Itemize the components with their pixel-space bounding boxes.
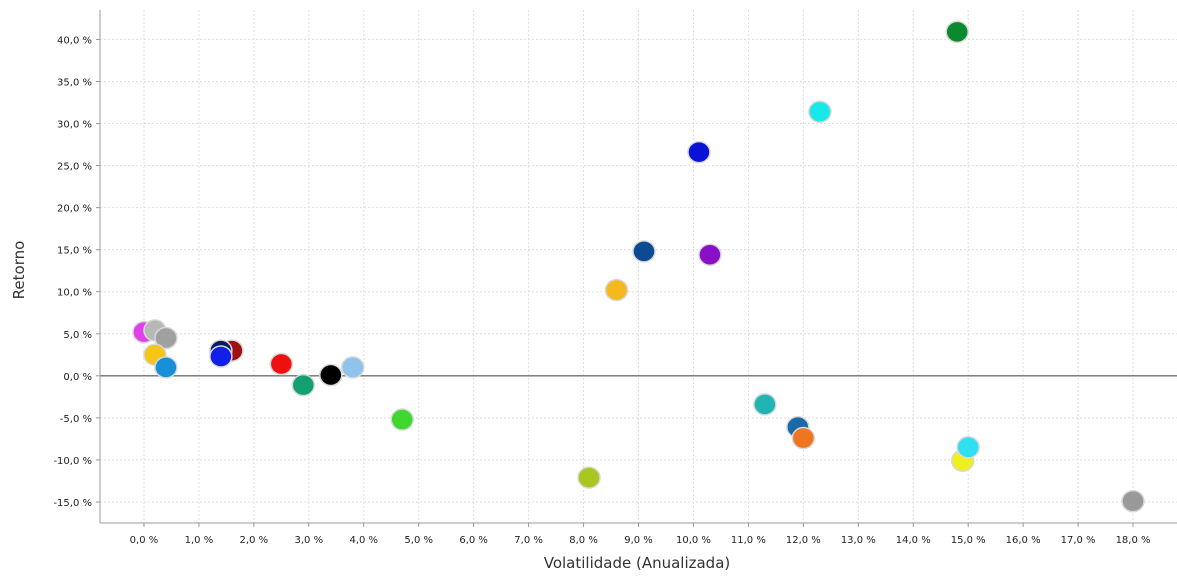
x-axis-title: Volatilidade (Anualizada): [544, 554, 731, 572]
y-tick-label: -15,0 %: [53, 498, 92, 509]
x-tick-label: 11,0 %: [731, 535, 766, 546]
y-tick-label: 15,0 %: [57, 246, 92, 257]
scatter-point[interactable]: [209, 345, 233, 368]
y-tick-label: 20,0 %: [57, 204, 92, 215]
y-tick-label: -5,0 %: [60, 414, 92, 425]
x-tick-label: 12,0 %: [786, 535, 821, 546]
scatter-point[interactable]: [698, 243, 722, 266]
x-tick-label: 2,0 %: [240, 535, 269, 546]
scatter-point[interactable]: [341, 356, 365, 379]
x-tick-label: 13,0 %: [841, 535, 876, 546]
scatter-point[interactable]: [956, 436, 980, 459]
scatter-point[interactable]: [1121, 489, 1145, 513]
scatter-point[interactable]: [154, 326, 178, 350]
scatter-point[interactable]: [291, 373, 316, 397]
x-tick-label: 4,0 %: [349, 535, 378, 546]
scatter-point[interactable]: [632, 240, 656, 263]
scatter-point[interactable]: [269, 352, 294, 376]
y-tick-label: 25,0 %: [57, 162, 92, 173]
x-tick-label: 17,0 %: [1061, 535, 1096, 546]
x-tick-label: 15,0 %: [951, 535, 986, 546]
x-axis-ticks: 0,0 % 1,0 % 2,0 % 3,0 % 4,0 % 5,0 % 6,0 % 7,0 %…: [130, 523, 1151, 546]
x-tick-label: 9,0 %: [624, 535, 653, 546]
x-tick-label: 5,0 %: [404, 535, 433, 546]
x-tick-label: 7,0 %: [514, 535, 543, 546]
scatter-point[interactable]: [791, 426, 816, 450]
x-tick-label: 0,0 %: [130, 535, 159, 546]
x-tick-label: 1,0 %: [185, 535, 214, 546]
scatter-point[interactable]: [154, 356, 178, 379]
scatter-point[interactable]: [604, 278, 629, 302]
grid-lines: [100, 10, 1177, 523]
scatter-point[interactable]: [808, 100, 832, 124]
scatter-point[interactable]: [390, 408, 414, 431]
x-tick-label: 6,0 %: [459, 535, 488, 546]
x-tick-label: 8,0 %: [569, 535, 598, 546]
scatter-point[interactable]: [577, 466, 601, 489]
y-tick-label: 10,0 %: [57, 288, 92, 299]
x-tick-label: 16,0 %: [1006, 535, 1041, 546]
scatter-point[interactable]: [753, 393, 777, 416]
y-tick-label: -10,0 %: [53, 456, 92, 467]
x-tick-label: 3,0 %: [295, 535, 324, 546]
scatter-point[interactable]: [687, 140, 711, 164]
y-tick-label: 5,0 %: [63, 330, 92, 341]
y-axis-ticks: -15,0 % -10,0 % -5,0 % 0,0 % 5,0 % 10,0 % 15,0…: [53, 35, 100, 509]
data-points: [132, 20, 1145, 513]
x-tick-label: 18,0 %: [1116, 535, 1151, 546]
y-tick-label: 40,0 %: [57, 35, 92, 46]
y-tick-label: 0,0 %: [63, 372, 92, 383]
scatter-point[interactable]: [319, 363, 343, 387]
y-tick-label: 30,0 %: [57, 120, 92, 131]
y-tick-label: 35,0 %: [57, 77, 92, 88]
x-tick-label: 14,0 %: [896, 535, 931, 546]
y-axis-title: Retorno: [10, 241, 28, 300]
scatter-point[interactable]: [945, 20, 969, 44]
x-tick-label: 10,0 %: [676, 535, 711, 546]
